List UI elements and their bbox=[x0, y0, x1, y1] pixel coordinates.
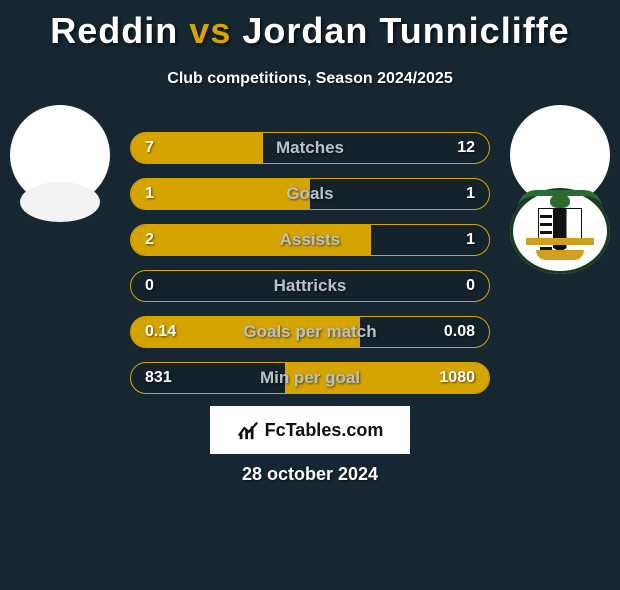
stat-label: Matches bbox=[131, 133, 489, 163]
stat-label: Min per goal bbox=[131, 363, 489, 393]
infographic-date: 28 october 2024 bbox=[0, 464, 620, 485]
stat-label: Hattricks bbox=[131, 271, 489, 301]
stat-label: Goals per match bbox=[131, 317, 489, 347]
fctables-logo: FcTables.com bbox=[210, 406, 410, 454]
stat-row: 8311080Min per goal bbox=[130, 362, 490, 394]
stat-row: 0.140.08Goals per match bbox=[130, 316, 490, 348]
stat-row: 21Assists bbox=[130, 224, 490, 256]
logo-text: FcTables.com bbox=[265, 420, 384, 441]
stat-row: 11Goals bbox=[130, 178, 490, 210]
player2-club-badge bbox=[510, 188, 610, 274]
stat-row: 712Matches bbox=[130, 132, 490, 164]
club-crest-icon bbox=[510, 188, 610, 274]
vs-label: vs bbox=[189, 10, 231, 51]
player2-name: Jordan Tunnicliffe bbox=[242, 10, 569, 51]
page-title: Reddin vs Jordan Tunnicliffe bbox=[0, 10, 620, 52]
stat-label: Assists bbox=[131, 225, 489, 255]
player1-club-badge bbox=[20, 182, 100, 222]
stat-row: 00Hattricks bbox=[130, 270, 490, 302]
subtitle: Club competitions, Season 2024/2025 bbox=[0, 70, 620, 88]
chart-icon bbox=[237, 419, 259, 441]
stat-label: Goals bbox=[131, 179, 489, 209]
player1-name: Reddin bbox=[50, 10, 178, 51]
stats-container: 712Matches 11Goals 21Assists 00Hattricks 0.1… bbox=[130, 132, 490, 408]
